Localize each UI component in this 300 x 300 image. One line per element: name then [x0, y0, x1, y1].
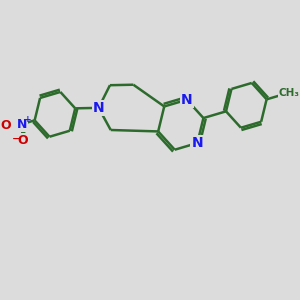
Text: +: +: [24, 115, 32, 124]
Text: N: N: [16, 118, 27, 131]
Text: N: N: [93, 101, 104, 115]
Text: O: O: [18, 134, 28, 147]
Text: O: O: [0, 119, 11, 132]
Text: N: N: [191, 136, 203, 150]
Text: −: −: [12, 134, 22, 144]
Text: CH₃: CH₃: [278, 88, 299, 98]
Text: N: N: [181, 93, 193, 107]
